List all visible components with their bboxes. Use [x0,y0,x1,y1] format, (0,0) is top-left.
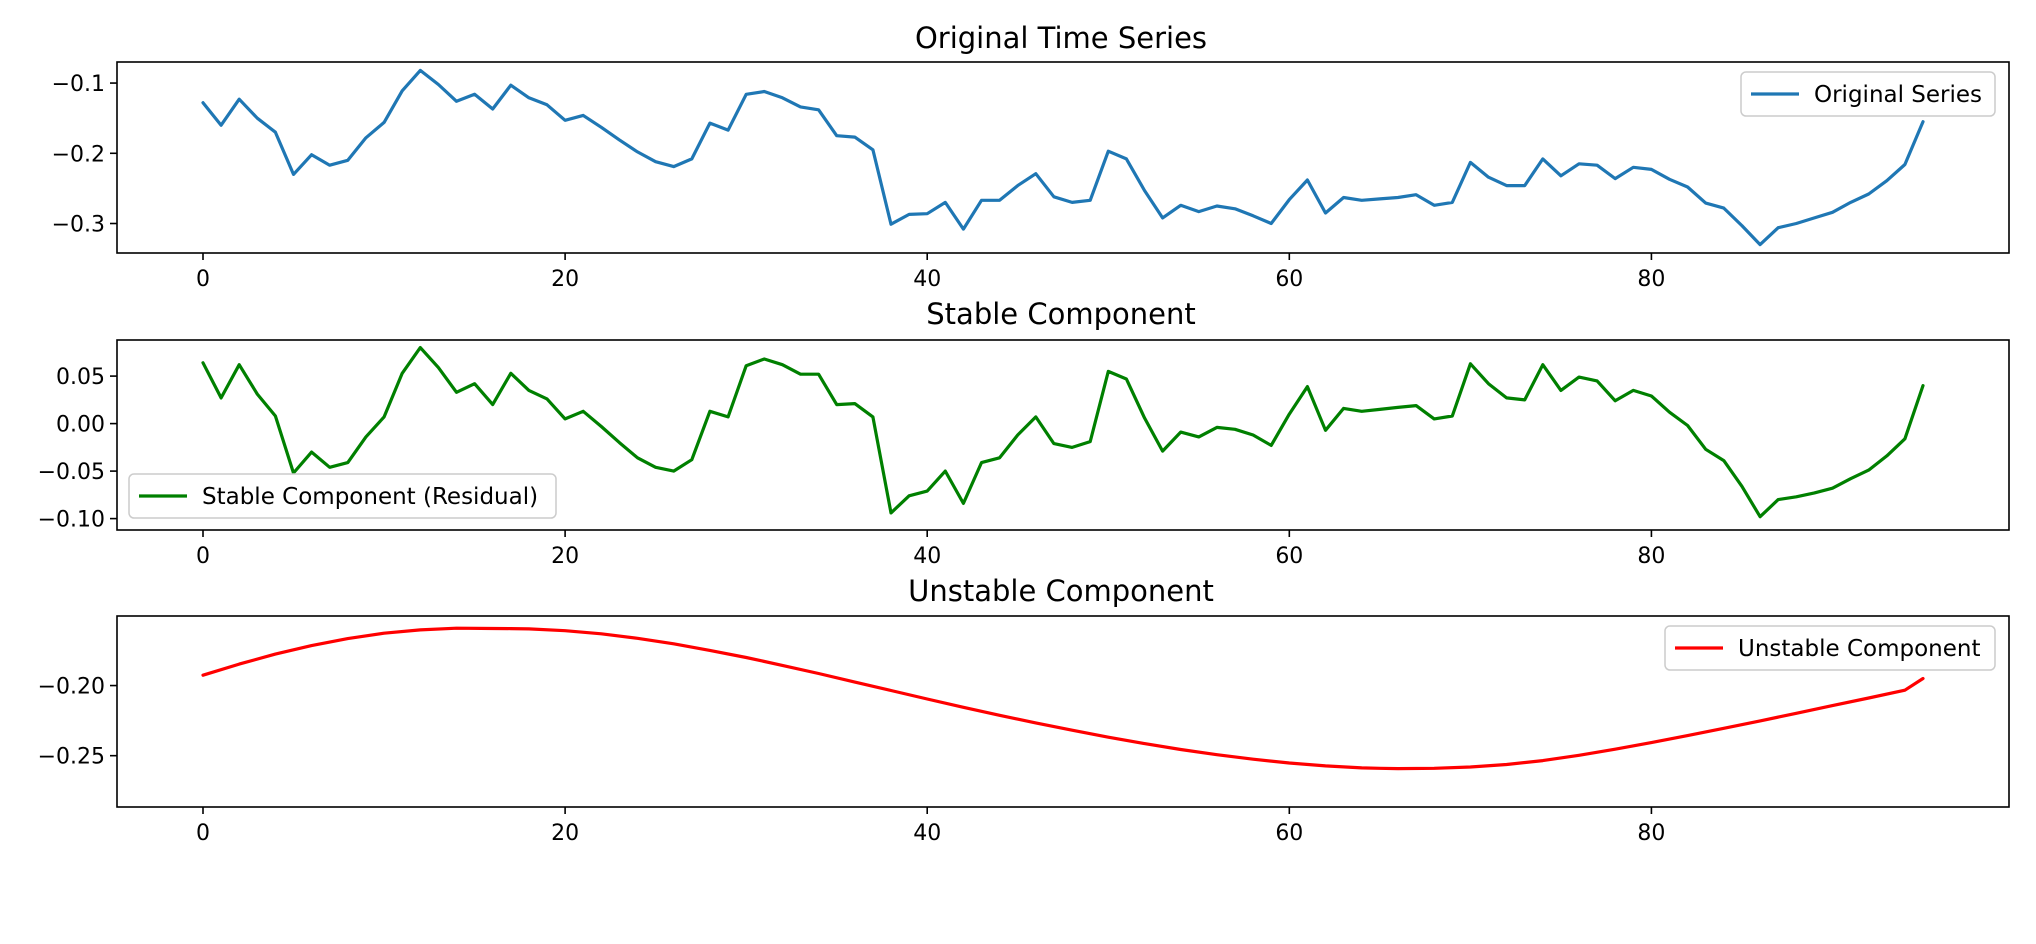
x-tick-label: 0 [196,544,210,569]
y-tick-label: −0.1 [52,72,105,97]
axes-frame [116,61,2010,254]
series-line [201,626,1925,771]
panel-unstable: Unstable Component 0 20 40 60 80 −0.20 −0.25 Un… [38,574,2010,846]
series-line [201,346,1925,519]
series-line [201,68,1925,247]
y-tick-label: 0.00 [56,413,105,438]
legend: Original Series [1740,71,1996,117]
legend-box [1664,625,1996,671]
legend-label: Stable Component (Residual) [202,484,538,510]
legend-box [1740,71,1996,117]
plot-area-stable: 0 20 40 60 80 0.05 0.00 −0.05 −0.10 Stable Compon… [38,339,2010,569]
x-tick-label: 20 [551,821,579,846]
x-tick-label: 80 [1637,544,1665,569]
x-tick-label: 80 [1637,267,1665,292]
x-tick-label: 80 [1637,821,1665,846]
x-tick-label: 20 [551,544,579,569]
chart-title-unstable: Unstable Component [908,574,1214,608]
legend: Stable Component (Residual) [128,473,557,519]
legend: Unstable Component [1664,625,1996,671]
plot-area-original: 0 20 40 60 80 −0.1 −0.2 −0.3 Original Series [52,61,2010,292]
x-tick-label: 0 [196,821,210,846]
x-tick-label: 40 [913,544,941,569]
y-tick-label: −0.2 [52,142,105,167]
chart-title-original: Original Time Series [915,21,1207,55]
x-tick-label: 60 [1275,821,1303,846]
panel-stable: Stable Component 0 20 40 60 80 0.05 0.00 −0.05 −… [38,297,2010,569]
x-tick-label: 0 [196,267,210,292]
y-tick-label: −0.05 [38,460,105,485]
y-tick-label: −0.3 [52,213,105,238]
legend-label: Unstable Component [1738,636,1981,662]
chart-title-stable: Stable Component [926,297,1195,331]
plot-area-unstable: 0 20 40 60 80 −0.20 −0.25 Unstable Component [38,615,2010,846]
legend-box [128,473,557,519]
x-tick-label: 20 [551,267,579,292]
x-tick-label: 40 [913,267,941,292]
legend-label: Original Series [1814,82,1982,108]
axes-frame [116,339,2010,531]
x-tick-label: 60 [1275,267,1303,292]
x-tick-label: 40 [913,821,941,846]
panel-original: Original Time Series 0 20 40 60 80 −0.1 −0.2 −0… [52,21,2010,292]
y-tick-label: −0.20 [38,675,105,700]
y-tick-label: −0.25 [38,745,105,770]
axes-frame [116,615,2010,808]
y-tick-label: 0.05 [56,365,105,390]
y-tick-label: −0.10 [38,508,105,533]
x-tick-label: 60 [1275,544,1303,569]
